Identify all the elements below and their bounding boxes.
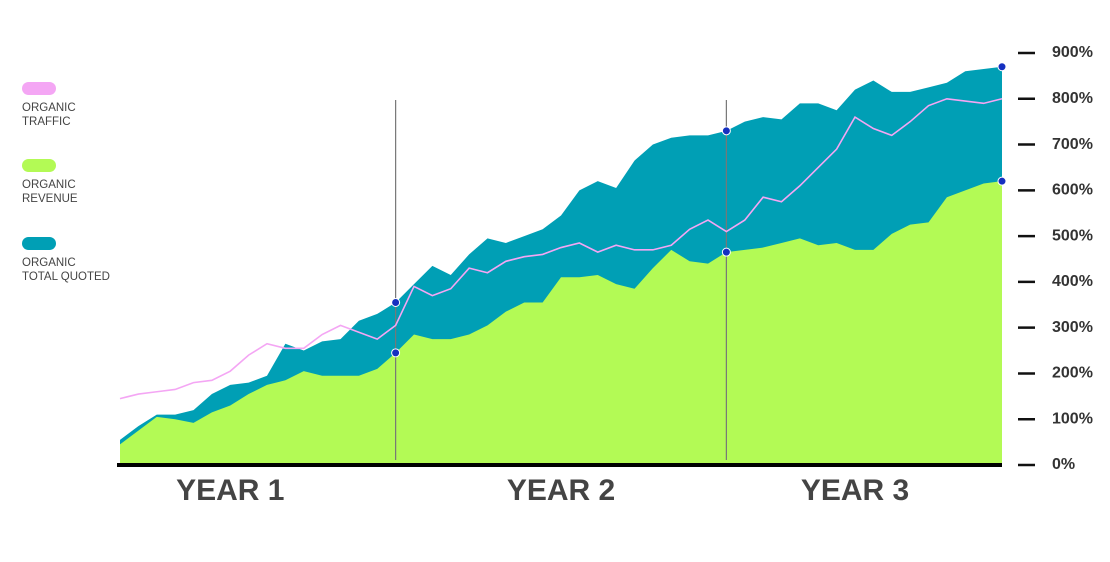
legend-swatch (22, 159, 56, 172)
x-tick-label: YEAR 1 (176, 474, 284, 507)
legend-label: ORGANIC TRAFFIC (22, 102, 76, 128)
y-tick-label: 500% (1052, 227, 1093, 244)
y-tick-label: 0% (1052, 456, 1075, 473)
legend-item: ORGANIC TRAFFIC (22, 82, 142, 129)
x-tick-label: YEAR 2 (507, 474, 615, 507)
y-tick-label: 200% (1052, 365, 1093, 382)
legend-label: ORGANIC REVENUE (22, 179, 78, 205)
data-dot (391, 297, 401, 307)
y-tick-label: 600% (1052, 182, 1093, 199)
legend-item: ORGANIC TOTAL QUOTED (22, 237, 142, 284)
y-tick-label: 300% (1052, 319, 1093, 336)
x-tick-label: YEAR 3 (801, 474, 909, 507)
data-dot (997, 62, 1007, 72)
y-tick-label: 900% (1052, 44, 1093, 61)
legend-item: ORGANIC REVENUE (22, 159, 142, 206)
y-tick-label: 100% (1052, 410, 1093, 427)
data-dot (997, 176, 1007, 186)
data-dot (391, 348, 401, 358)
line (119, 97, 1003, 400)
data-dot (721, 247, 731, 257)
y-tick-label: 800% (1052, 90, 1093, 107)
legend-label: ORGANIC TOTAL QUOTED (22, 257, 110, 283)
y-tick-label: 700% (1052, 136, 1093, 153)
y-tick-label: 400% (1052, 273, 1093, 290)
legend-swatch (22, 237, 56, 250)
data-dot (721, 126, 731, 136)
area (120, 181, 1002, 465)
legend-swatch (22, 82, 56, 95)
